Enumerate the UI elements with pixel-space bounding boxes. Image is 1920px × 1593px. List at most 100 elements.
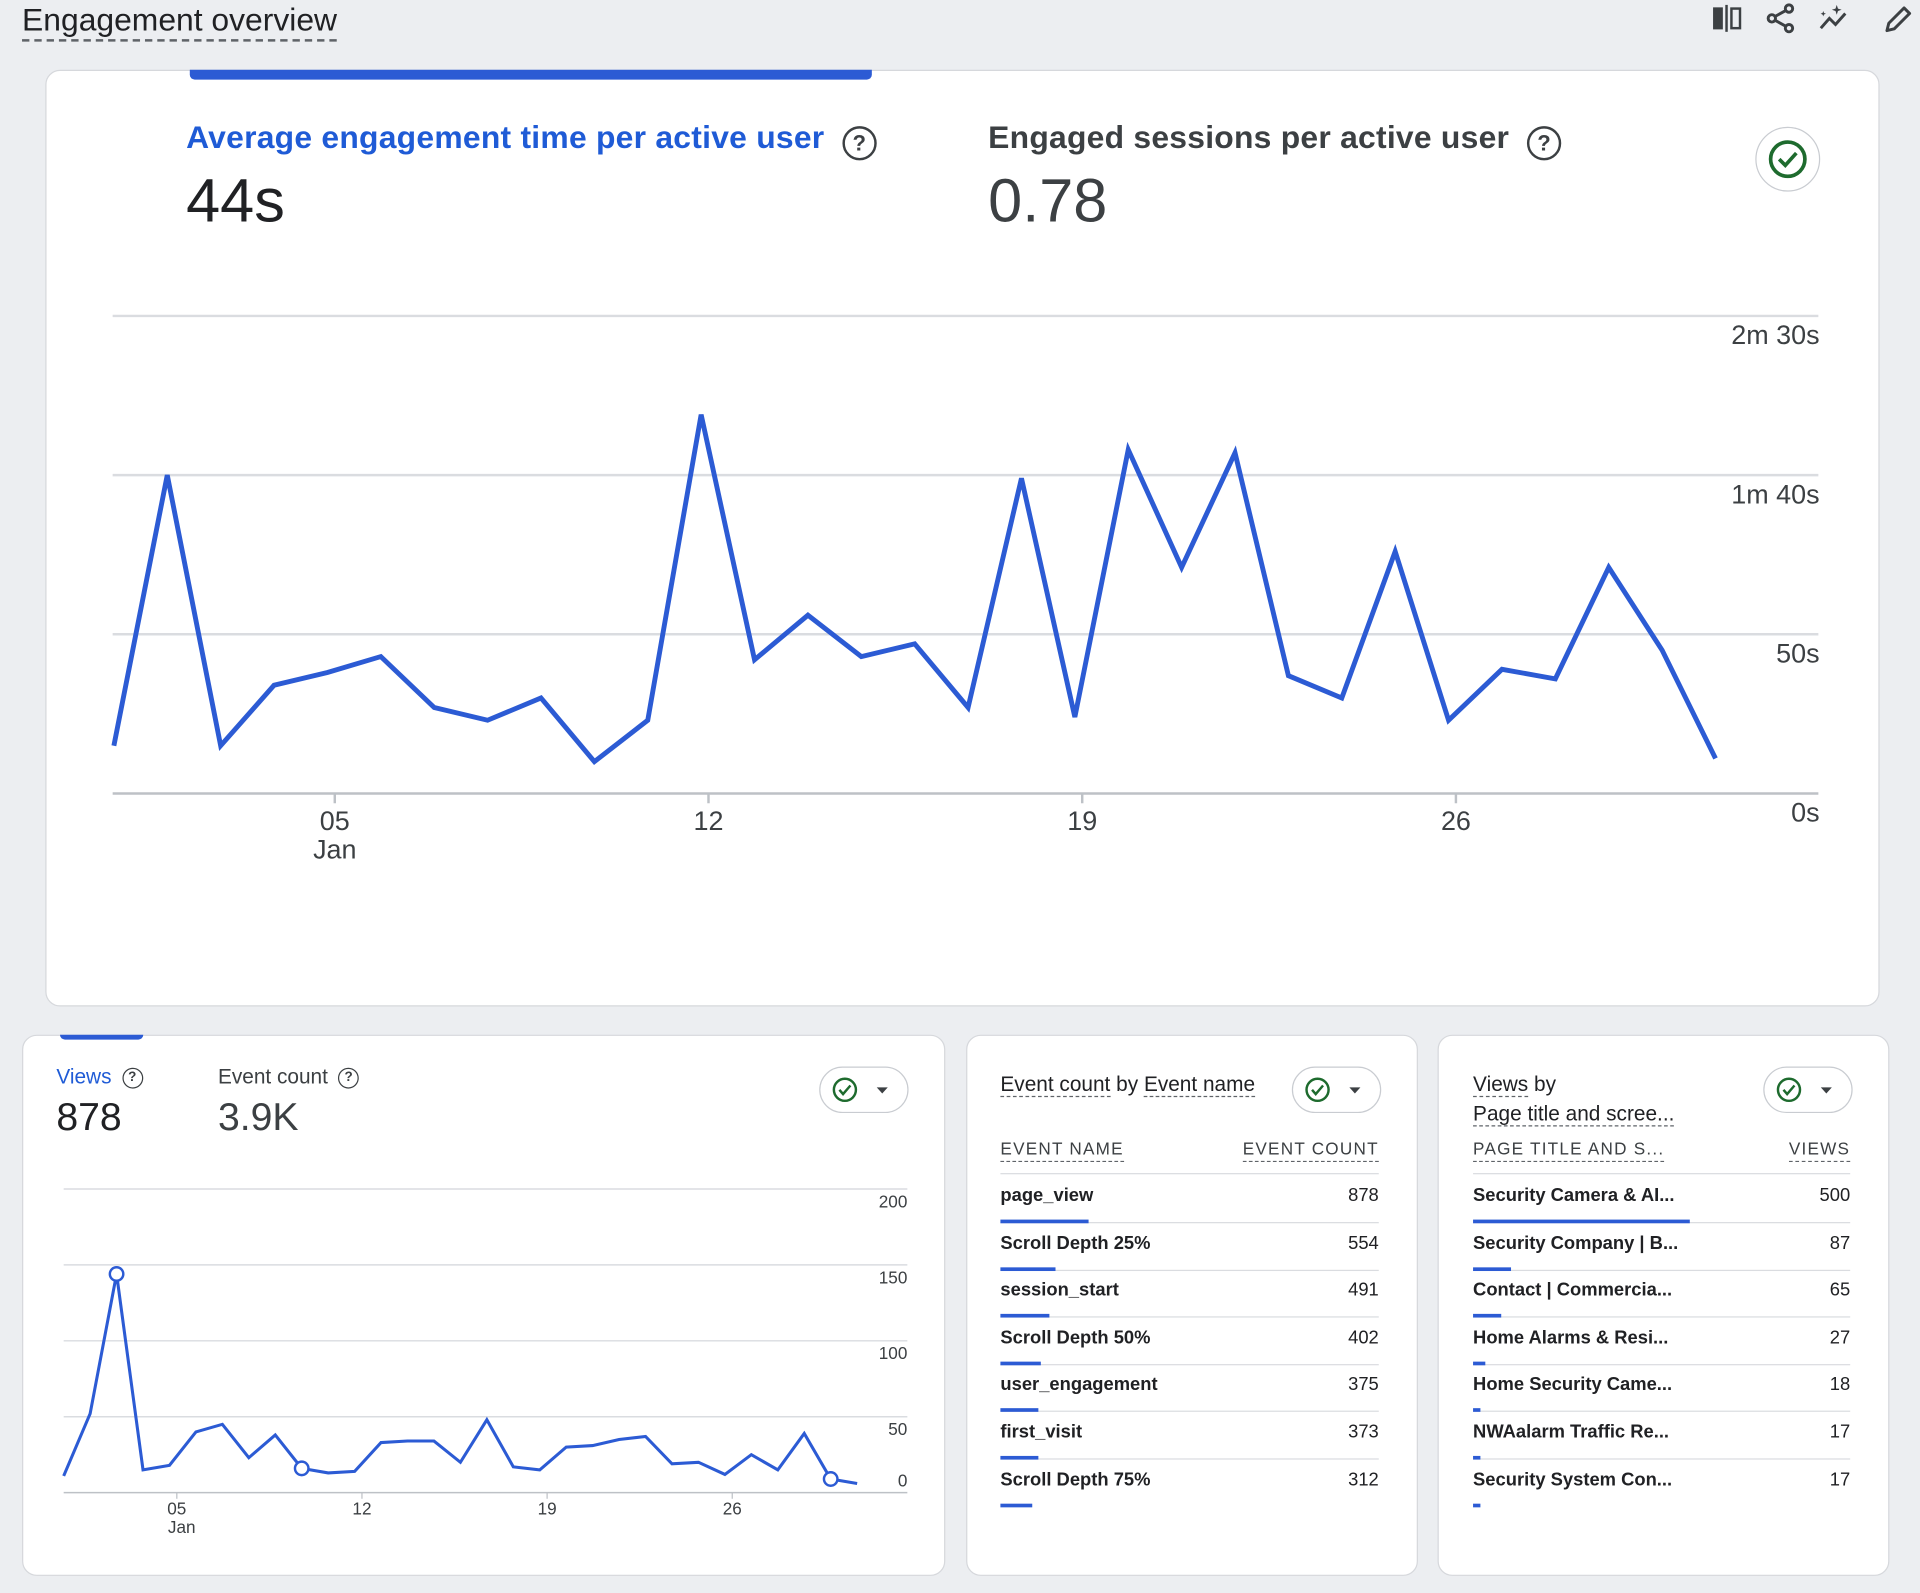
value-bar (1473, 1219, 1690, 1224)
table-row[interactable]: Home Alarms & Resi... 27 (1473, 1320, 1850, 1367)
y-tick-label: 50 (888, 1419, 907, 1439)
help-icon[interactable]: ? (338, 1068, 360, 1089)
x-tick-sublabel: Jan (313, 834, 356, 864)
table-row[interactable]: Security System Con... 17 (1473, 1462, 1850, 1509)
row-divider (1000, 1316, 1379, 1318)
table-row[interactable]: NWAalarm Traffic Re... 17 (1473, 1414, 1850, 1461)
row-value: 17 (1829, 1468, 1851, 1490)
marked-point (822, 1471, 839, 1487)
header-divider (1000, 1173, 1379, 1175)
marked-point (293, 1460, 310, 1477)
table-row[interactable]: Scroll Depth 50% 402 (1000, 1320, 1378, 1367)
row-label: Home Alarms & Resi... (1473, 1327, 1669, 1348)
row-label: Scroll Depth 50% (1000, 1327, 1151, 1348)
y-tick-label: 100 (879, 1343, 908, 1363)
metric-value: 0.78 (988, 166, 1108, 235)
row-divider (1473, 1316, 1851, 1318)
row-label: page_view (1000, 1185, 1094, 1207)
y-tick-label: 150 (879, 1267, 908, 1287)
compare-status-dropdown[interactable] (1763, 1066, 1853, 1114)
metric-tab-engaged-sessions[interactable]: Engaged sessions per active user ? 0.78 (988, 118, 1562, 236)
metric-selector[interactable]: Event count (1000, 1072, 1111, 1098)
compare-status-dropdown[interactable] (1291, 1066, 1382, 1114)
check-status-button[interactable] (1753, 125, 1822, 194)
col-header-event-name[interactable]: EVENT NAME (1000, 1139, 1124, 1163)
x-tick-label: 12 (352, 1499, 371, 1519)
views-by-page-card (1437, 1034, 1890, 1576)
metric-value: 44s (186, 166, 285, 235)
table-row[interactable]: Scroll Depth 25% 554 (1000, 1225, 1378, 1272)
value-bar (1473, 1408, 1481, 1413)
row-label: Security System Con... (1473, 1468, 1673, 1490)
x-tick-label: 19 (1067, 806, 1097, 836)
compare-status-dropdown[interactable] (819, 1066, 909, 1114)
y-tick-label: 50s (1776, 638, 1819, 668)
header-divider (1473, 1173, 1851, 1175)
check-circle-icon (1776, 1077, 1802, 1103)
row-label: user_engagement (1000, 1374, 1158, 1396)
table-row[interactable]: Security Camera & AI... 500 (1473, 1178, 1850, 1225)
engagement-card (45, 69, 1880, 1007)
value-bar (1000, 1361, 1041, 1366)
x-tick-label: 19 (538, 1499, 557, 1519)
row-label: Security Camera & AI... (1473, 1185, 1675, 1207)
row-value: 554 (1348, 1232, 1379, 1254)
table-row[interactable]: Security Company | B... 87 (1473, 1225, 1850, 1272)
row-label: Security Company | B... (1473, 1232, 1679, 1254)
value-bar (1473, 1361, 1485, 1366)
share-icon[interactable] (1764, 2, 1796, 34)
table-row[interactable]: session_start 491 (1000, 1272, 1378, 1319)
dimension-selector[interactable]: Page title and scree... (1473, 1102, 1675, 1127)
insights-icon[interactable] (1817, 2, 1849, 34)
row-value: 375 (1348, 1374, 1379, 1396)
table-row[interactable]: page_view 878 (1000, 1178, 1378, 1225)
row-label: Scroll Depth 25% (1000, 1232, 1151, 1254)
row-value: 65 (1829, 1279, 1851, 1301)
row-divider (1473, 1363, 1851, 1366)
row-divider (1000, 1363, 1379, 1366)
table-row[interactable]: first_visit 373 (1000, 1414, 1378, 1461)
metric-tab-avg-engagement[interactable]: Average engagement time per active user … (186, 119, 877, 236)
x-tick-label: 26 (1441, 806, 1471, 836)
table-row[interactable]: Home Security Came... 18 (1473, 1367, 1850, 1414)
metric-tab-event-count[interactable]: Event count ? 3.9K (218, 1065, 360, 1140)
y-tick-label: 2m 30s (1731, 320, 1819, 350)
help-icon[interactable]: ? (842, 125, 877, 161)
dimension-selector[interactable]: Event name (1143, 1072, 1256, 1098)
title-by: by (1534, 1072, 1557, 1096)
caret-down-icon (1349, 1087, 1361, 1094)
marked-point (108, 1266, 125, 1282)
x-tick-sublabel: Jan (168, 1517, 196, 1537)
table-row[interactable]: Scroll Depth 75% 312 (1000, 1462, 1378, 1509)
col-header-event-count[interactable]: EVENT COUNT (1242, 1139, 1379, 1163)
metric-selector[interactable]: Views (1473, 1072, 1529, 1098)
value-bar (1000, 1408, 1039, 1413)
y-tick-label: 1m 40s (1731, 479, 1819, 509)
metric-tab-views[interactable]: Views ? 878 (56, 1065, 143, 1140)
row-label: session_start (1000, 1279, 1119, 1301)
help-icon[interactable]: ? (121, 1068, 143, 1089)
metric-label: Engaged sessions per active user (988, 118, 1510, 156)
page-title[interactable]: Engagement overview (22, 0, 338, 42)
row-divider (1000, 1411, 1379, 1413)
table-row[interactable]: user_engagement 375 (1000, 1367, 1378, 1414)
compare-icon[interactable] (1712, 2, 1744, 34)
col-header-views[interactable]: VIEWS (1788, 1139, 1851, 1163)
row-value: 18 (1829, 1374, 1851, 1396)
caret-down-icon (876, 1087, 888, 1094)
help-icon[interactable]: ? (1526, 125, 1562, 161)
series-line (111, 414, 1718, 766)
row-value: 402 (1348, 1327, 1379, 1348)
row-divider (1000, 1269, 1379, 1271)
x-tick-label: 05 (320, 806, 350, 836)
row-divider (1473, 1411, 1851, 1413)
value-bar (1000, 1266, 1057, 1271)
edit-icon[interactable] (1883, 2, 1915, 34)
col-header-page-title[interactable]: PAGE TITLE AND S... (1473, 1139, 1665, 1163)
series-line (62, 1273, 858, 1486)
card-title: Event count by Event name (1000, 1070, 1256, 1099)
value-bar (1000, 1219, 1089, 1224)
table-row[interactable]: Contact | Commercia... 65 (1473, 1272, 1850, 1319)
